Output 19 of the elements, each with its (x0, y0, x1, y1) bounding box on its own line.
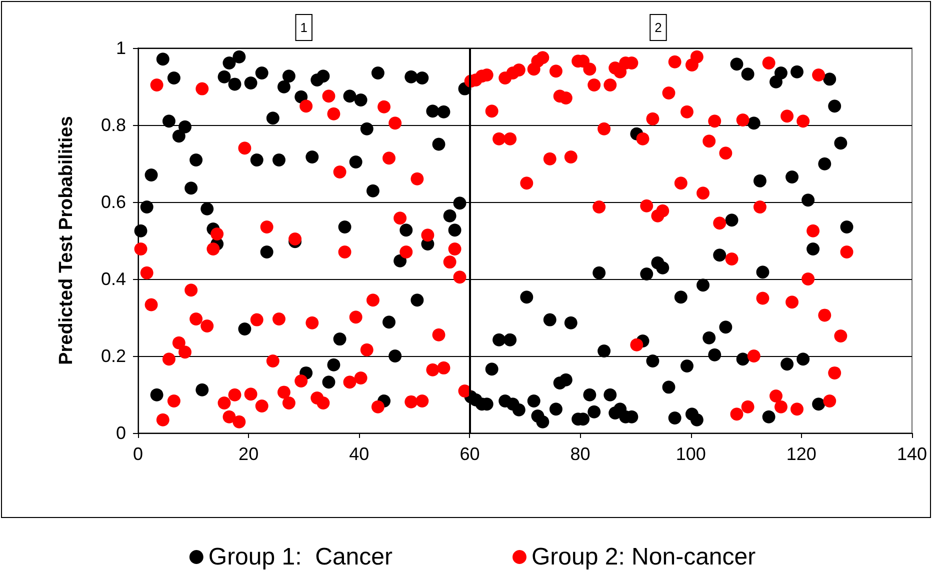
x-tick-label: 20 (238, 444, 259, 464)
x-tick-label: 60 (460, 444, 480, 464)
x-tick-label: 40 (349, 444, 370, 464)
legend-label: Group 2: Non-cancer (531, 544, 756, 570)
legend-label: Group 1: Cancer (208, 544, 392, 570)
x-tick-label: 80 (570, 444, 590, 464)
y-tick-label: 0.6 (100, 192, 126, 212)
text: 2 (654, 20, 662, 35)
y-tick-label: 0.2 (100, 346, 126, 366)
y-tick-label: 0 (116, 423, 126, 443)
x-tick-label: 140 (896, 444, 928, 464)
y-tick-label: 1 (116, 38, 126, 58)
y-tick-label: 0.8 (100, 115, 126, 135)
x-tick-label: 0 (132, 444, 144, 464)
y-tick-label: 0.4 (100, 269, 126, 289)
x-tick-label: 120 (786, 444, 816, 464)
text: 1 (300, 20, 308, 35)
x-tick-label: 100 (676, 444, 706, 464)
y-axis-title: Predicted Test Probabilities (56, 116, 77, 365)
